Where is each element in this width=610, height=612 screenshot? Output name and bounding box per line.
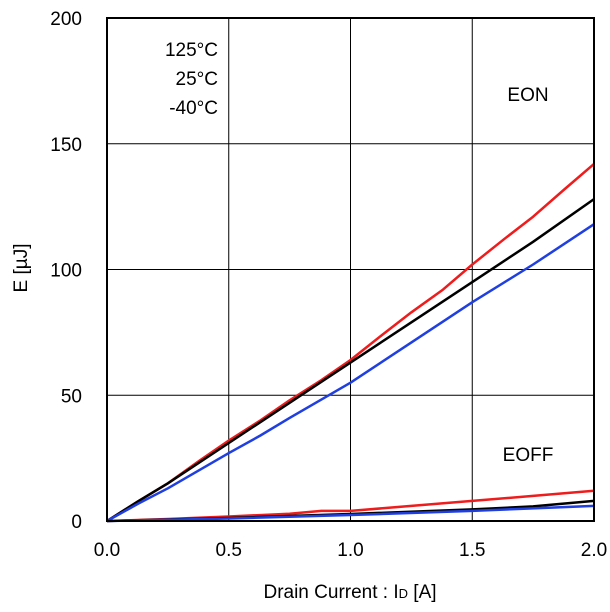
y-tick-labels: 0 50 100 150 200 (50, 9, 82, 533)
x-tick-labels: 0.0 0.5 1.0 1.5 2.0 (94, 540, 607, 561)
annotation-eon: EON (507, 85, 548, 106)
y-tick-label-4: 200 (50, 9, 82, 30)
plot-frame (106, 17, 595, 522)
y-tick-label-2: 100 (50, 261, 82, 282)
x-tick-label-4: 2.0 (581, 540, 607, 561)
legend-entry-25c: 25°C (176, 69, 218, 90)
legend: 125°C 25°C -40°C (165, 40, 218, 119)
series-eoff--40c (106, 504, 595, 523)
x-tick-label-1: 0.5 (216, 540, 242, 561)
legend-entry-m40c: -40°C (169, 98, 218, 119)
series-eon-25c (106, 198, 595, 523)
x-tick-label-0: 0.0 (94, 540, 120, 561)
y-tick-label-1: 50 (61, 386, 82, 407)
series-group (106, 162, 595, 523)
annotation-eoff: EOFF (503, 445, 554, 466)
x-axis-label: Drain Current : ID [A] (263, 582, 436, 603)
series-eon--40c (106, 223, 595, 523)
y-tick-label-3: 150 (50, 135, 82, 156)
y-tick-label-0: 0 (71, 512, 82, 533)
y-axis-label: E [µJ] (11, 244, 32, 293)
x-tick-label-2: 1.0 (337, 540, 363, 561)
x-tick-label-3: 1.5 (459, 540, 485, 561)
legend-entry-125c: 125°C (165, 40, 218, 61)
